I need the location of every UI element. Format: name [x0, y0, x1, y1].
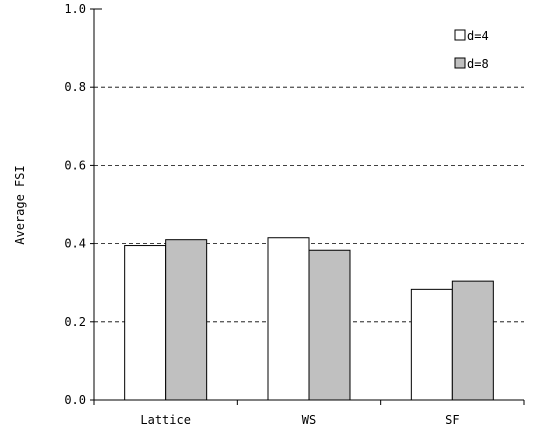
x-ticks: Lattice WS SF — [93, 400, 525, 427]
bar-sf-d4 — [410, 288, 453, 401]
bars — [124, 237, 494, 401]
legend: d=4 d=8 — [454, 29, 489, 71]
y-tick-label-3: 0.6 — [64, 158, 86, 172]
bar-ws-d4 — [267, 237, 310, 401]
y-tick-label-4: 0.8 — [64, 80, 86, 94]
legend-swatch-d8 — [454, 57, 466, 69]
bar-sf-d8 — [451, 280, 494, 401]
legend-swatch-d4 — [454, 29, 466, 41]
bar-lattice-d8 — [165, 239, 208, 401]
bar-lattice-d4 — [124, 245, 167, 401]
legend-label-d8: d=8 — [467, 57, 489, 71]
y-axis-title: Average FSI — [13, 165, 27, 244]
y-tick-label-2: 0.4 — [64, 237, 86, 251]
x-tick-label-2: SF — [445, 413, 459, 427]
bar-ws-d8 — [308, 249, 351, 401]
y-ticks: 0.0 0.2 0.4 0.6 0.8 1.0 — [64, 2, 94, 407]
x-tick-label-1: WS — [302, 413, 316, 427]
axes — [93, 8, 524, 401]
y-tick-label-5: 1.0 — [64, 2, 86, 16]
legend-label-d4: d=4 — [467, 29, 489, 43]
y-tick-label-0: 0.0 — [64, 393, 86, 407]
y-tick-label-1: 0.2 — [64, 315, 86, 329]
x-tick-label-0: Lattice — [140, 413, 191, 427]
